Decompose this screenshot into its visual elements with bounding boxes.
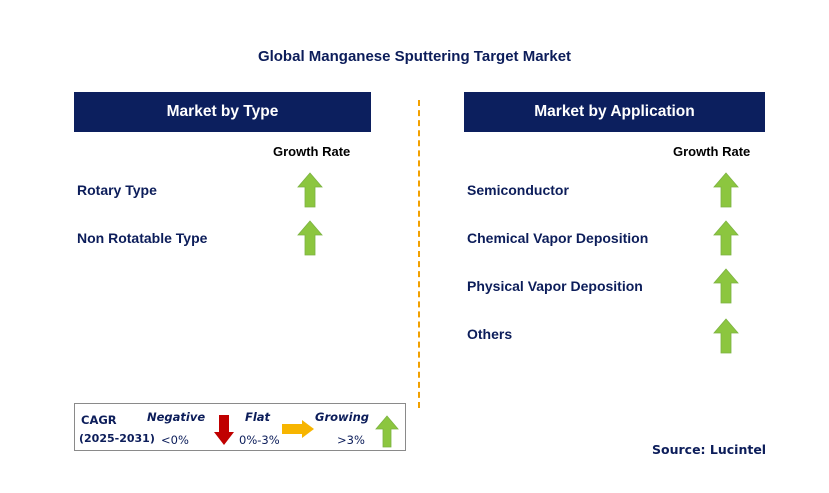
negative-label: Negative bbox=[147, 410, 206, 424]
panel-divider bbox=[418, 100, 420, 408]
type-item-label: Non Rotatable Type bbox=[77, 230, 208, 246]
application-item-label: Semiconductor bbox=[467, 182, 569, 198]
flat-label: Flat bbox=[245, 410, 271, 424]
up-arrow-icon bbox=[297, 172, 323, 208]
up-arrow-icon bbox=[713, 268, 739, 304]
negative-value: <0% bbox=[161, 433, 189, 447]
right-arrow-icon bbox=[282, 420, 314, 438]
down-arrow-icon bbox=[214, 415, 234, 445]
left-growth-rate-label: Growth Rate bbox=[273, 144, 351, 159]
market-by-application-header: Market by Application bbox=[464, 92, 765, 132]
application-item-label: Others bbox=[467, 326, 513, 342]
page-title: Global Manganese Sputtering Target Marke… bbox=[257, 48, 572, 65]
up-arrow-icon bbox=[713, 172, 739, 208]
application-item-label: Chemical Vapor Deposition bbox=[467, 230, 649, 246]
type-item-label: Rotary Type bbox=[77, 182, 157, 198]
growing-label: Growing bbox=[315, 410, 369, 424]
up-arrow-icon bbox=[713, 220, 739, 256]
right-growth-rate-label: Growth Rate bbox=[673, 144, 751, 159]
up-arrow-icon bbox=[713, 318, 739, 354]
source-note: Source: Lucintel bbox=[652, 442, 767, 457]
cagr-label: CAGR bbox=[81, 413, 117, 427]
up-arrow-icon bbox=[375, 415, 399, 448]
cagr-period: (2025-2031) bbox=[79, 432, 155, 445]
growing-value: >3% bbox=[337, 433, 365, 447]
market-by-type-header: Market by Type bbox=[74, 92, 371, 132]
up-arrow-icon bbox=[297, 220, 323, 256]
flat-value: 0%-3% bbox=[239, 433, 280, 447]
cagr-legend: CAGR (2025-2031) Negative <0% Flat 0%-3%… bbox=[74, 403, 406, 451]
application-item-label: Physical Vapor Deposition bbox=[467, 278, 643, 294]
